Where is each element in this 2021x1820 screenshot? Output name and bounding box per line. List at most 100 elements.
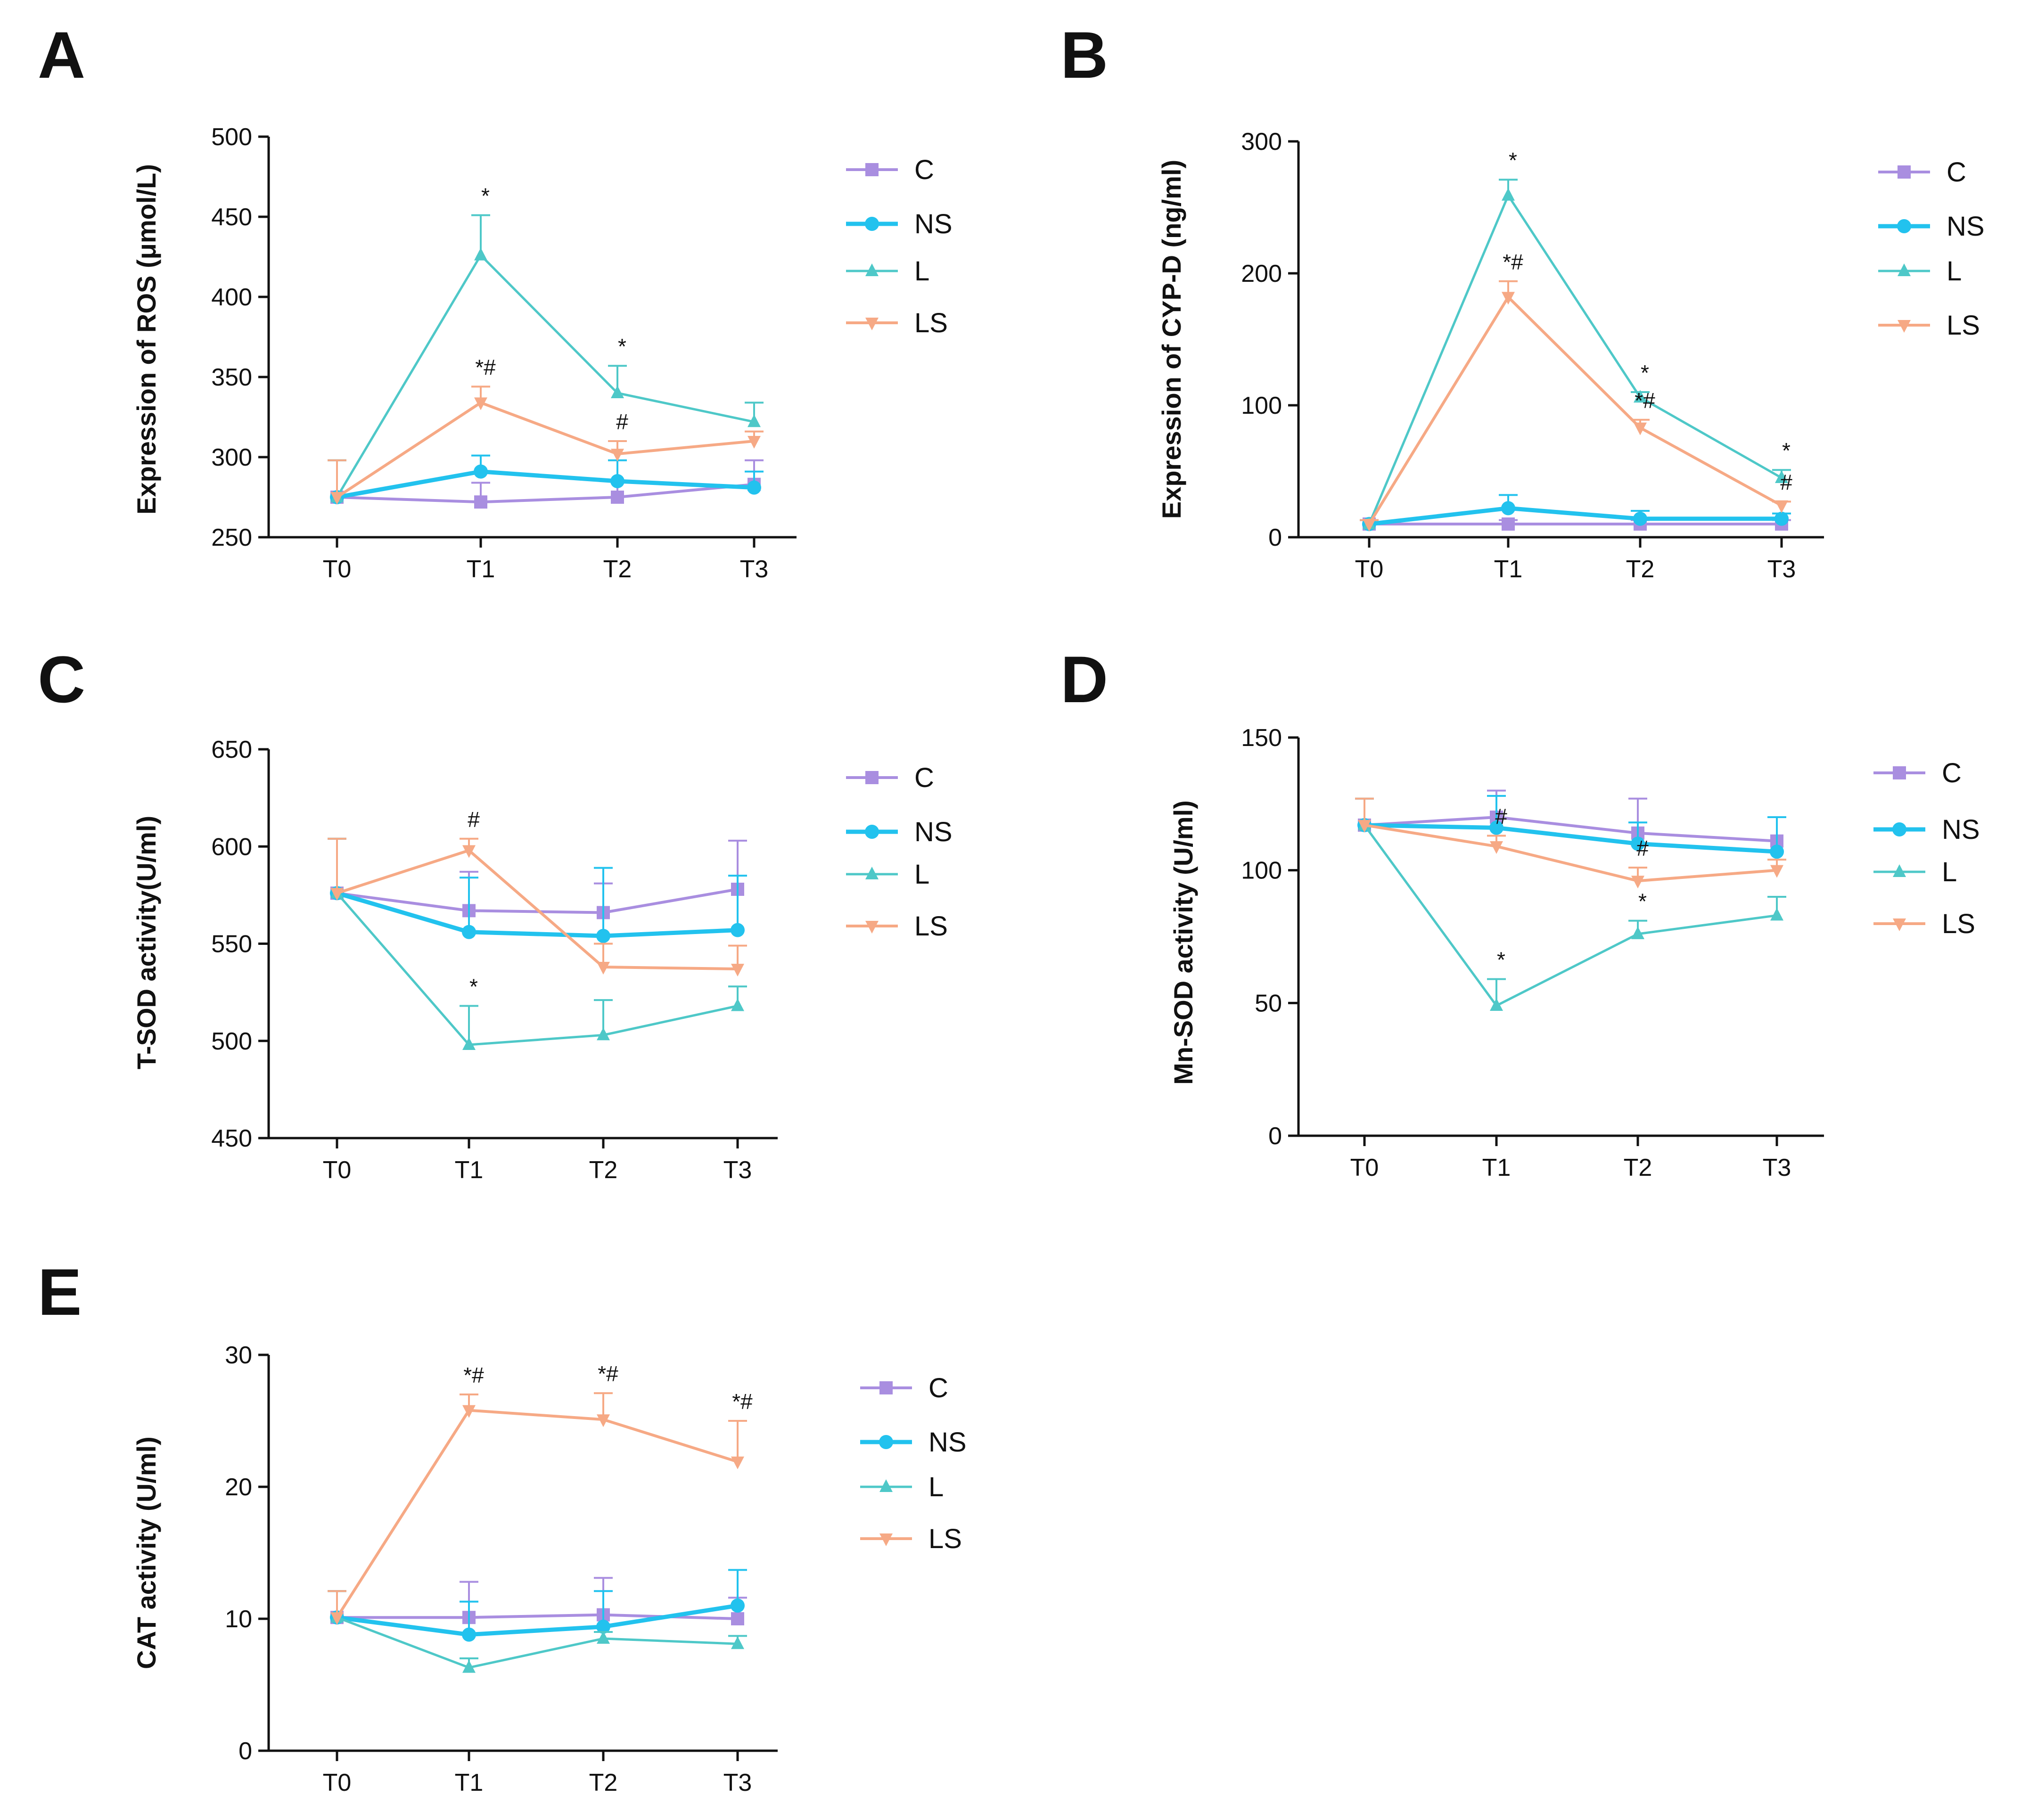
panel-letter: E	[38, 1255, 82, 1329]
series-line	[337, 469, 755, 500]
y-axis-label: Mn-SOD activity (U/ml)	[1168, 800, 1198, 1085]
chart-panel-e: E 0 10 20 30 T0 T1 T2 T3 CAT activity (U/ml) *# *# *…	[38, 1255, 967, 1796]
legend-label: C	[928, 1373, 948, 1403]
y-tick-label: 250	[211, 524, 252, 551]
y-tick-label: 0	[238, 1738, 252, 1765]
significance-annotation: #	[468, 807, 480, 832]
data-point	[731, 1456, 744, 1469]
series-line	[1368, 194, 1783, 525]
legend-item-ls: LS	[846, 911, 948, 942]
legend-item-ns: NS	[1873, 814, 1980, 845]
legend-label: C	[1942, 758, 1962, 788]
data-point	[748, 436, 761, 449]
x-tick-label: T3	[723, 1156, 752, 1184]
panel-letter: A	[38, 18, 85, 92]
y-tick-label: 0	[1268, 1123, 1282, 1150]
series-ls	[1355, 797, 1786, 889]
y-axis-label: CAT activity (U/ml)	[131, 1436, 161, 1669]
series-ns	[1355, 795, 1786, 859]
data-point	[611, 491, 624, 504]
legend-label: L	[914, 256, 929, 287]
chart-panel-d: D 0 50 100 150 T0 T1 T2 T3 Mn-SOD activity (U/ml)…	[1060, 642, 1980, 1181]
legend-marker	[1898, 165, 1911, 179]
x-tick-label: T0	[1355, 556, 1384, 583]
legend-label: L	[1942, 857, 1957, 887]
legend-label: L	[928, 1472, 944, 1502]
y-tick-label: 20	[225, 1474, 252, 1501]
data-point	[597, 1414, 610, 1427]
x-tick-label: T3	[723, 1769, 752, 1796]
series-line	[337, 483, 755, 504]
y-tick-label: 100	[1241, 392, 1282, 419]
x-tick-label: T1	[467, 556, 495, 583]
legend-marker	[865, 771, 879, 784]
chart-panel-a: A 250 300 350 400 450 500 T0 T1 T2 T3 Expression of…	[38, 18, 953, 583]
legend-item-c: C	[1873, 758, 1962, 788]
chart-panel-c: C 450 500 550 600 650 T0 T1 T2 T3 T-SOD activity(U…	[38, 642, 953, 1184]
legend-marker	[1898, 320, 1911, 333]
data-point	[1490, 998, 1503, 1011]
x-tick-label: T2	[1626, 556, 1655, 583]
series-c	[328, 1577, 747, 1625]
significance-annotation: *	[469, 975, 478, 999]
data-point	[731, 1612, 744, 1625]
series-line	[1363, 824, 1777, 1007]
legend-label: LS	[914, 308, 948, 338]
significance-annotation: #	[1780, 470, 1792, 494]
data-point	[1775, 500, 1788, 513]
y-tick-label: 0	[1268, 524, 1282, 551]
x-tick-label: T2	[603, 556, 632, 583]
data-point	[1634, 390, 1647, 403]
data-point	[330, 888, 344, 901]
legend-marker	[865, 318, 879, 330]
legend-item-l: L	[846, 859, 929, 890]
legend-label: C	[914, 762, 934, 793]
x-tick-label: T2	[589, 1769, 618, 1796]
legend-label: LS	[914, 911, 948, 942]
y-axis-label: Expression of CYP-D (ng/ml)	[1157, 160, 1186, 519]
y-tick-label: 300	[1241, 128, 1282, 156]
legend-marker	[865, 163, 879, 176]
legend-marker	[1893, 864, 1906, 877]
data-point	[1770, 844, 1784, 859]
data-point	[1770, 908, 1783, 921]
y-tick-label: 500	[211, 123, 252, 151]
data-point	[474, 397, 487, 410]
series-line	[336, 401, 755, 499]
data-point	[474, 247, 487, 261]
x-tick-label: T1	[1494, 556, 1523, 583]
legend-item-ns: NS	[860, 1427, 967, 1458]
data-point	[596, 929, 610, 943]
x-tick-label: T3	[1763, 1154, 1791, 1181]
significance-annotation: *	[1497, 948, 1505, 972]
significance-annotation: *	[1782, 438, 1791, 463]
data-point	[747, 480, 761, 495]
data-point	[462, 1627, 476, 1642]
x-tick-label: T1	[1482, 1154, 1511, 1181]
series-ns	[328, 454, 764, 504]
y-axis-label: T-SOD activity(U/ml)	[131, 816, 161, 1069]
legend-label: NS	[928, 1427, 967, 1458]
legend-marker	[865, 921, 879, 934]
legend-marker	[865, 867, 879, 879]
legend-item-ls: LS	[846, 308, 948, 338]
legend-marker	[1897, 219, 1911, 233]
series-line	[337, 849, 738, 971]
significance-annotation: *#	[1503, 250, 1523, 274]
series-c	[1355, 789, 1786, 848]
x-tick-label: T0	[323, 1769, 352, 1796]
series-line	[336, 892, 738, 1046]
legend-marker	[879, 1381, 893, 1394]
data-point	[462, 845, 476, 858]
data-point	[1633, 511, 1647, 526]
y-tick-label: 10	[225, 1606, 252, 1633]
legend-item-l: L	[846, 256, 929, 287]
legend-marker	[879, 1533, 893, 1546]
data-point	[731, 1599, 745, 1613]
y-tick-label: 450	[211, 204, 252, 231]
legend-marker	[865, 825, 879, 839]
data-point	[1770, 865, 1783, 878]
legend-item-ls: LS	[1878, 310, 1980, 341]
legend-item-c: C	[860, 1373, 948, 1403]
legend-label: NS	[914, 209, 953, 239]
